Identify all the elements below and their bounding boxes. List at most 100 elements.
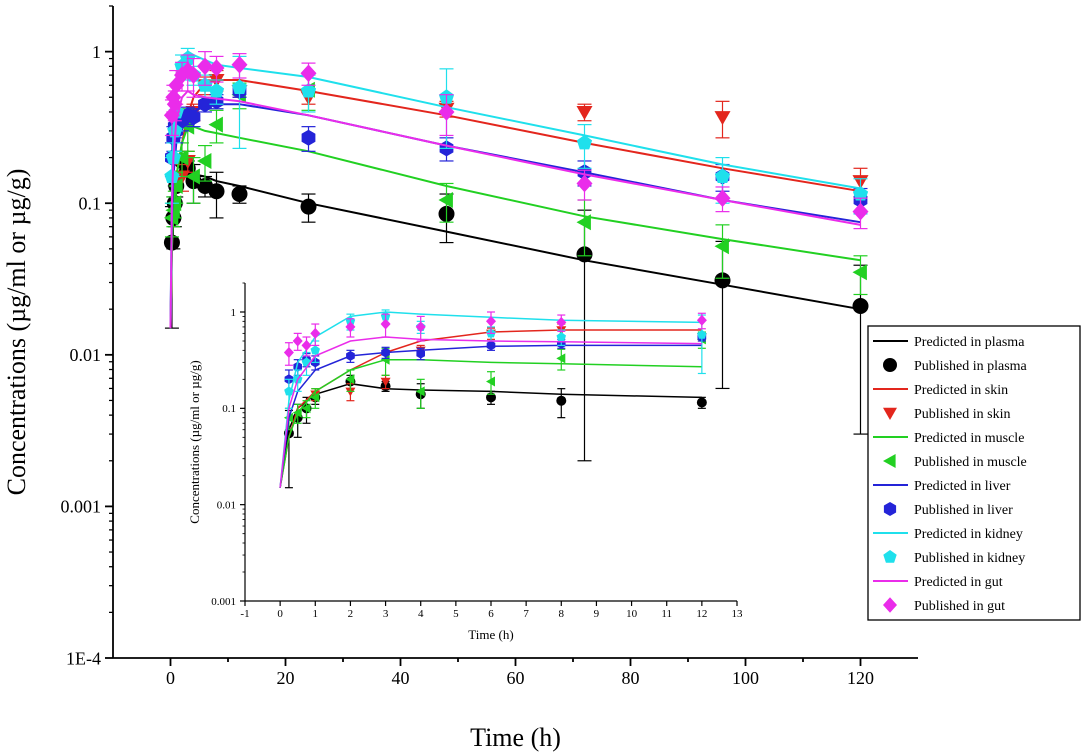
main-x-tick-label: 20 (277, 668, 295, 688)
main-published-kidney-point (576, 134, 593, 150)
legend-label: Published in gut (914, 599, 1005, 614)
main-published-gut-point (438, 103, 455, 121)
legend-marker-liver (883, 502, 897, 516)
legend-marker-kidney (883, 550, 897, 563)
main-x-tick-label: 60 (507, 668, 525, 688)
legend-label: Published in skin (914, 407, 1010, 422)
inset-x-tick-label: 4 (418, 608, 424, 620)
inset-published-skin-point (380, 377, 391, 387)
inset-published-liver-point (486, 340, 496, 351)
main-published-gut-point (300, 64, 317, 83)
legend-label: Predicted in gut (914, 575, 1003, 590)
inset-published-plasma-point (486, 392, 496, 403)
inset-published-muscle-point (345, 374, 355, 385)
inset-published-gut-point (345, 321, 356, 333)
inset-published-gut-point (556, 316, 567, 328)
inset-x-tick-label: 2 (348, 608, 354, 620)
main-y-tick-label: 1 (92, 42, 101, 62)
main-published-kidney-point (714, 168, 731, 183)
main-published-muscle-point (576, 214, 591, 231)
inset-published-gut-point (283, 347, 294, 358)
main-x-tick-label: 100 (732, 668, 759, 688)
inset-published-liver-point (416, 348, 425, 359)
inset-y-tick-label: 0.001 (211, 596, 236, 608)
inset-predicted-gut-line (279, 336, 702, 488)
main-published-muscle-point (714, 238, 729, 255)
main-published-gut-point (231, 55, 248, 74)
inset-x-tick-label: 13 (732, 608, 744, 620)
main-y-tick-label: 0.1 (79, 194, 102, 214)
inset-published-gut-point (486, 315, 496, 327)
legend-marker-skin (883, 407, 897, 420)
inset-published-kidney-point (284, 386, 294, 396)
main-predicted-kidney-line (169, 50, 861, 329)
inset-published-muscle-point (301, 403, 311, 414)
main-y-tick-label: 0.001 (61, 497, 102, 517)
inset-x-tick-label: 8 (559, 608, 565, 620)
inset-published-kidney-point (310, 345, 320, 355)
inset-published-gut-point (380, 318, 391, 330)
main-y-axis-title: Concentrations (µg/ml or µg/g) (2, 169, 31, 496)
main-x-tick-label: 40 (392, 668, 410, 688)
main-published-muscle-point (438, 192, 453, 208)
inset-y-tick-label: 0.1 (222, 403, 236, 415)
main-published-muscle-point (197, 153, 212, 169)
inset-published-skin-point (345, 387, 356, 397)
legend-label: Published in liver (914, 503, 1013, 518)
legend-label: Predicted in skin (914, 383, 1008, 398)
legend-label: Published in plasma (914, 359, 1028, 374)
inset-x-tick-label: 3 (383, 608, 389, 620)
main-published-kidney-point (852, 186, 869, 201)
inset-published-muscle-point (556, 353, 566, 364)
inset-y-axis-title: Concentrations (µg/ml or µg/g) (187, 360, 202, 523)
legend-label: Published in kidney (914, 551, 1025, 566)
main-published-liver-point (186, 109, 201, 126)
legend-marker-gut (883, 597, 897, 613)
legend-label: Published in muscle (914, 455, 1027, 470)
main-published-plasma-point (852, 297, 869, 314)
legend-label: Predicted in liver (914, 479, 1011, 494)
legend-marker-plasma (883, 358, 897, 372)
main-published-kidney-point (300, 83, 317, 98)
inset-x-tick-label: 12 (696, 608, 707, 620)
legend-box (867, 325, 1081, 621)
main-published-skin-point (714, 111, 731, 126)
inset-predicted-muscle-line (279, 358, 702, 488)
inset-published-kidney-point (556, 332, 566, 342)
main-predicted-plasma-line (169, 162, 861, 329)
inset-y-tick-label: 1 (231, 307, 237, 319)
inset-x-tick-label: 0 (277, 608, 283, 620)
inset-published-muscle-point (292, 407, 302, 418)
inset-published-gut-point (310, 327, 321, 339)
main-published-kidney-point (208, 83, 225, 98)
inset-published-plasma-point (696, 397, 707, 408)
inset-published-muscle-point (380, 354, 390, 365)
main-predicted-muscle-line (169, 125, 861, 329)
main-published-muscle-point (168, 178, 183, 194)
main-published-liver-point (301, 129, 316, 146)
main-published-muscle-point (185, 168, 200, 185)
main-x-tick-label: 80 (622, 668, 640, 688)
main-published-gut-point (185, 66, 202, 84)
inset-x-tick-label: 7 (523, 608, 529, 620)
inset-predicted-skin-line (279, 329, 702, 488)
main-published-plasma-point (300, 198, 317, 215)
legend: Predicted in plasma Published in plasma Pr… (867, 325, 1081, 621)
legend-marker-muscle (883, 454, 896, 468)
main-published-gut-point (208, 59, 225, 77)
main-x-axis-title: Time (h) (470, 723, 561, 752)
main-published-gut-point (576, 174, 593, 193)
main-x-tick-label: 0 (166, 668, 175, 688)
inset-published-gut-point (696, 314, 707, 326)
main-published-muscle-point (852, 264, 867, 281)
main-predicted-liver-line (169, 103, 861, 329)
inset-published-muscle-point (486, 376, 495, 387)
inset-x-tick-label: -1 (240, 608, 249, 620)
main-published-muscle-point (208, 116, 223, 133)
main-published-plasma-point (714, 272, 731, 289)
inset-published-liver-point (381, 347, 390, 358)
main-predicted-gut-line (169, 89, 861, 329)
